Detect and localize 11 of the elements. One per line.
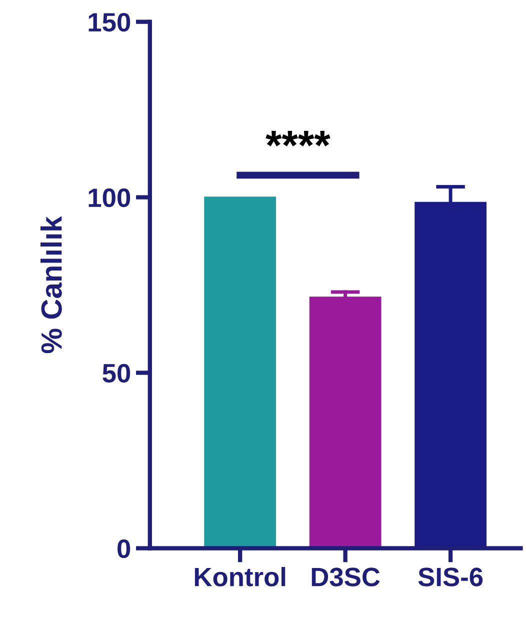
x-tick-label: SIS-6 bbox=[418, 568, 483, 586]
x-tick-label: D3SC bbox=[312, 568, 380, 586]
y-tick-label: 0 bbox=[118, 539, 130, 558]
y-tick-label: 100 bbox=[88, 188, 130, 208]
bar bbox=[309, 296, 382, 548]
annotation: **** bbox=[266, 130, 330, 146]
x-tick-label: Kontrol bbox=[194, 566, 286, 586]
y-axis-title: % Canlılık bbox=[40, 216, 62, 354]
y-tick-label: 150 bbox=[88, 12, 130, 32]
bar bbox=[204, 196, 276, 548]
y-tick-label: 50 bbox=[102, 364, 130, 383]
